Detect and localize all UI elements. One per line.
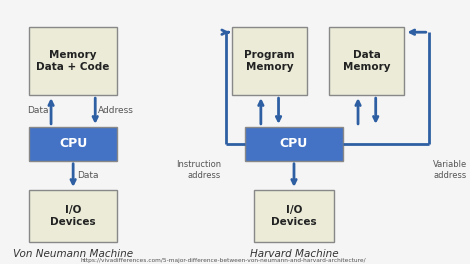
Text: Variable
address: Variable address <box>433 160 467 180</box>
Text: Data: Data <box>78 171 99 180</box>
Text: Program
Memory: Program Memory <box>244 50 295 72</box>
Text: Instruction
address: Instruction address <box>176 160 221 180</box>
Text: Memory
Data + Code: Memory Data + Code <box>37 50 110 72</box>
FancyBboxPatch shape <box>254 190 334 242</box>
Text: I/O
Devices: I/O Devices <box>271 205 317 227</box>
FancyBboxPatch shape <box>329 27 404 95</box>
Text: Data
Memory: Data Memory <box>343 50 391 72</box>
Text: Address: Address <box>97 106 133 115</box>
Text: CPU: CPU <box>280 137 308 150</box>
Text: CPU: CPU <box>59 137 87 150</box>
Text: Von Neumann Machine: Von Neumann Machine <box>13 249 133 259</box>
FancyBboxPatch shape <box>29 190 118 242</box>
FancyBboxPatch shape <box>29 27 118 95</box>
Text: I/O
Devices: I/O Devices <box>50 205 96 227</box>
Text: Harvard Machine: Harvard Machine <box>250 249 338 259</box>
FancyBboxPatch shape <box>29 127 118 161</box>
Text: https://vivadifferences.com/5-major-difference-between-von-neumann-and-harvard-a: https://vivadifferences.com/5-major-diff… <box>80 258 366 263</box>
FancyBboxPatch shape <box>232 27 307 95</box>
FancyBboxPatch shape <box>245 127 343 161</box>
Text: Data: Data <box>27 106 49 115</box>
